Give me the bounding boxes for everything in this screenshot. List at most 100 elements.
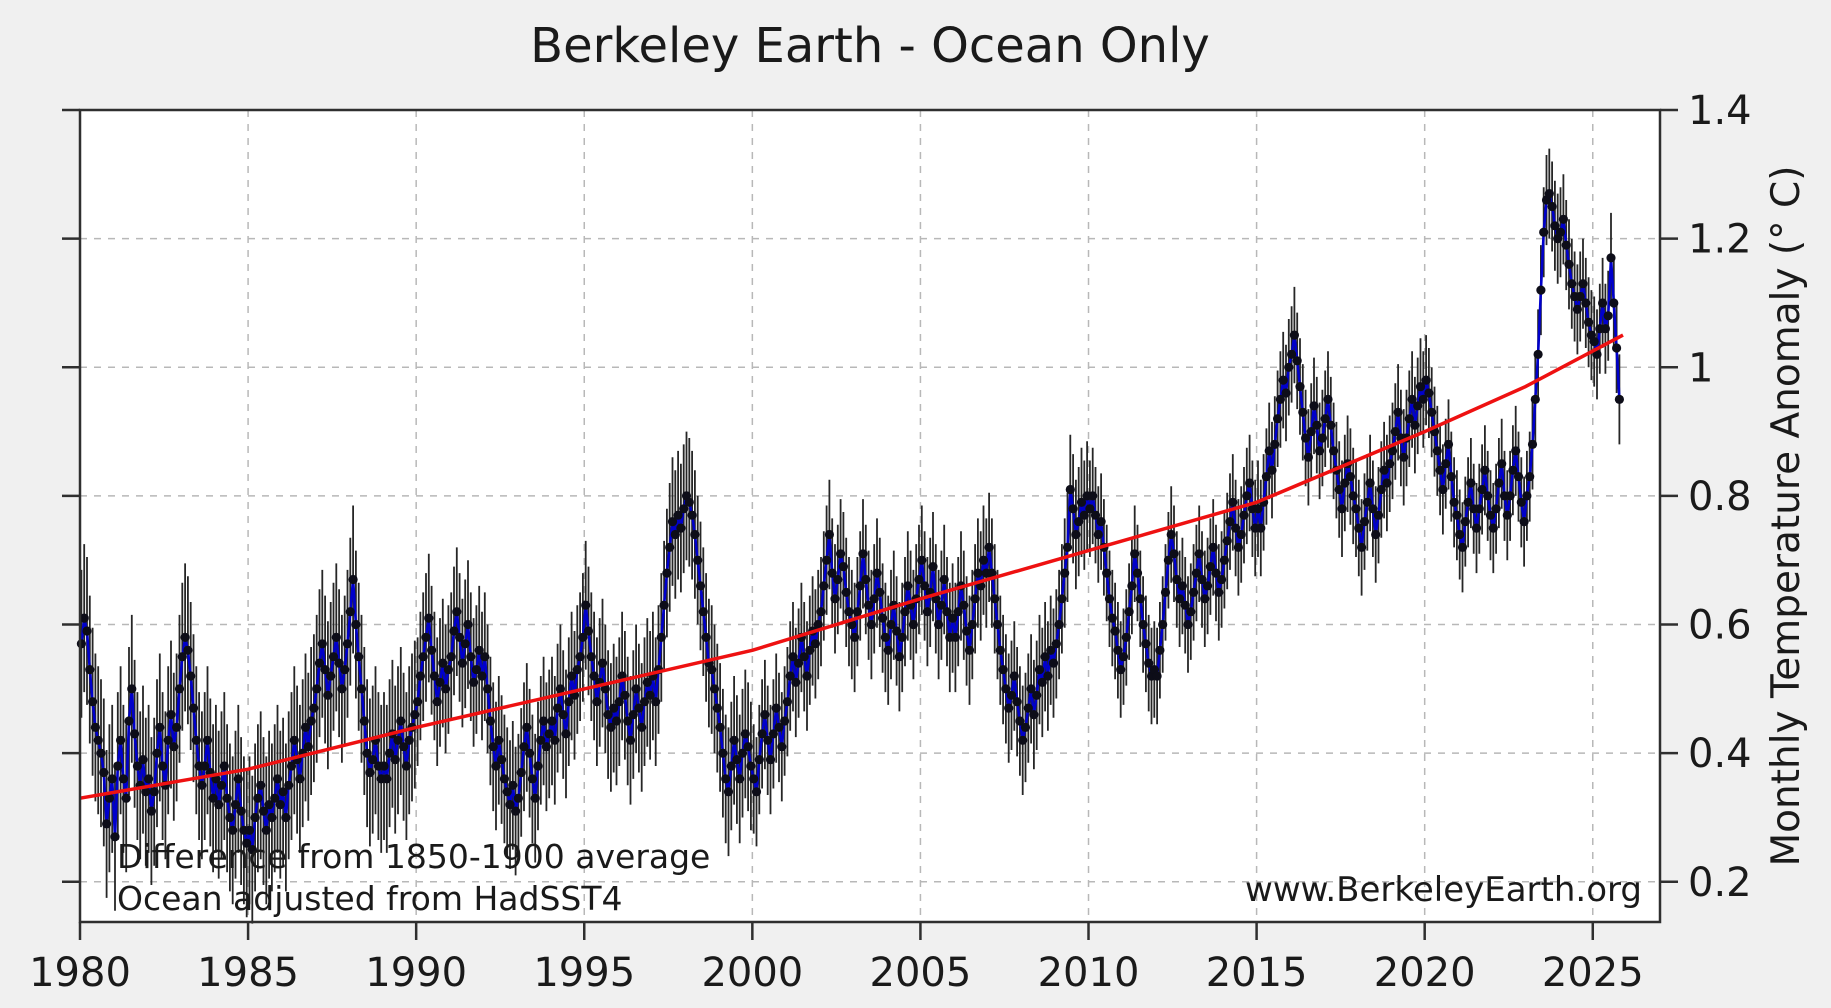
- data-point-marker: [1295, 382, 1305, 392]
- data-point-marker: [950, 632, 961, 643]
- data-point-marker: [987, 568, 997, 578]
- data-point-marker: [1491, 504, 1501, 514]
- data-point-marker: [1606, 253, 1616, 263]
- tick-labels-layer: 1980 1985 1990 1995 2000 2005 2010 2015 2020 2025…: [29, 88, 1752, 996]
- data-point-marker: [1407, 394, 1417, 404]
- x-tick-label: 2005: [870, 950, 972, 996]
- data-point-marker: [443, 665, 453, 675]
- data-point-marker: [516, 767, 526, 778]
- data-point-marker: [1539, 227, 1549, 237]
- data-point-marker: [555, 684, 566, 694]
- x-tick-label: 1990: [365, 950, 467, 996]
- data-point-marker: [852, 607, 863, 617]
- data-point-marker: [79, 613, 89, 623]
- data-point-marker: [978, 555, 989, 565]
- data-point-marker: [908, 619, 919, 630]
- data-point-marker: [1315, 446, 1325, 456]
- data-point-marker: [1132, 568, 1143, 578]
- data-point-marker: [1275, 394, 1285, 404]
- data-point-marker: [1062, 542, 1073, 553]
- data-point-marker: [228, 825, 238, 835]
- data-point-marker: [1357, 542, 1367, 553]
- data-point-marker: [1547, 201, 1557, 212]
- data-point-marker: [1208, 542, 1218, 553]
- data-point-marker: [250, 812, 260, 823]
- data-point-marker: [342, 639, 353, 649]
- y-tick-label: 1: [1688, 345, 1713, 391]
- data-point-marker: [765, 755, 776, 765]
- data-point-marker: [99, 767, 109, 778]
- data-point-marker: [149, 787, 159, 797]
- data-point-marker: [96, 748, 106, 758]
- data-point-marker: [130, 729, 140, 739]
- data-point-marker: [1177, 581, 1187, 591]
- data-point-marker: [1169, 549, 1179, 559]
- annotation-baseline: Difference from 1850-1900 average: [117, 837, 710, 876]
- data-point-marker: [76, 639, 86, 649]
- data-point-marker: [177, 652, 187, 662]
- data-point-marker: [962, 626, 972, 636]
- data-point-marker: [1009, 671, 1019, 681]
- data-point-marker: [1312, 420, 1322, 430]
- data-point-marker: [351, 619, 361, 630]
- data-point-marker: [1057, 594, 1067, 604]
- data-point-marker: [368, 755, 378, 765]
- data-point-marker: [1452, 510, 1462, 520]
- data-point-marker: [494, 735, 504, 745]
- data-point-marker: [1354, 523, 1364, 533]
- data-point-marker: [1612, 343, 1622, 353]
- ticks-layer: [62, 108, 1678, 940]
- data-point-marker: [1550, 221, 1560, 231]
- data-point-marker: [1317, 433, 1327, 443]
- data-point-marker: [519, 742, 529, 752]
- data-point-marker: [107, 774, 117, 784]
- data-point-marker: [1463, 497, 1473, 507]
- data-point-marker: [326, 671, 336, 681]
- grid-layer: [80, 110, 1660, 922]
- data-point-marker: [751, 787, 762, 797]
- data-point-marker: [1578, 279, 1588, 289]
- data-point-marker: [480, 652, 490, 662]
- data-point-marker: [709, 684, 720, 694]
- data-point-marker: [1281, 388, 1291, 398]
- data-point-marker: [452, 607, 462, 617]
- data-point-marker: [1186, 607, 1196, 617]
- data-point-marker: [841, 587, 851, 598]
- data-point-marker: [763, 735, 773, 745]
- data-point-marker: [337, 684, 347, 694]
- data-point-marker: [698, 607, 708, 617]
- data-point-marker: [567, 671, 577, 681]
- data-point-marker: [1152, 671, 1162, 681]
- data-point-marker: [289, 735, 299, 745]
- data-point-marker: [690, 529, 700, 540]
- data-point-marker: [270, 793, 280, 803]
- data-point-marker: [948, 613, 958, 623]
- data-point-marker: [970, 594, 980, 604]
- data-point-marker: [953, 607, 963, 617]
- data-point-marker: [527, 774, 538, 784]
- data-point-marker: [1113, 645, 1123, 655]
- axis-frame: [78, 108, 1662, 924]
- data-point-marker: [1376, 484, 1386, 495]
- data-point-marker: [1065, 484, 1075, 495]
- data-point-marker: [1382, 478, 1392, 488]
- data-point-marker: [1085, 504, 1095, 514]
- data-point-marker: [180, 632, 190, 643]
- data-point-marker: [802, 671, 812, 681]
- data-point-marker: [606, 722, 616, 733]
- data-point-marker: [104, 793, 114, 803]
- data-point-marker: [1530, 394, 1540, 404]
- data-point-marker: [782, 697, 793, 707]
- data-point-marker: [1334, 484, 1344, 495]
- data-point-marker: [1589, 336, 1599, 347]
- data-point-marker: [824, 529, 835, 540]
- data-point-marker: [544, 729, 554, 739]
- data-point-marker: [466, 652, 476, 662]
- data-point-marker: [1118, 652, 1129, 662]
- data-point-marker: [530, 793, 540, 803]
- data-point-marker: [1088, 491, 1098, 501]
- x-tick-label: 2000: [701, 950, 803, 996]
- data-point-marker: [225, 812, 235, 823]
- data-point-marker: [127, 684, 137, 694]
